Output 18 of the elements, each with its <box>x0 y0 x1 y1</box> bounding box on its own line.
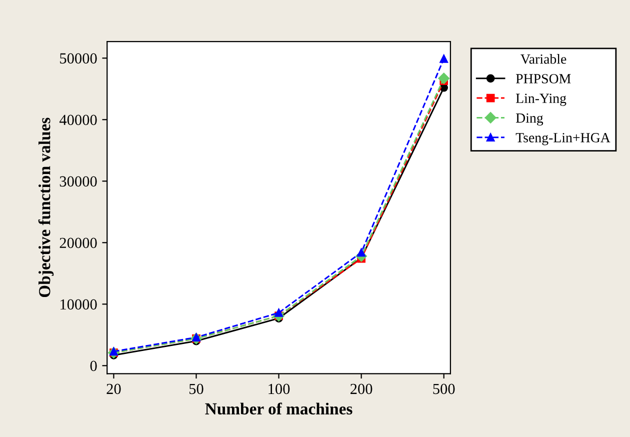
x-tick-label: 500 <box>433 384 455 394</box>
y-tick-label: 0 <box>90 360 97 372</box>
legend-label: Lin-Ying <box>516 94 566 106</box>
y-tick-label: 50000 <box>60 53 97 64</box>
y-axis-title: Objective function values <box>38 118 54 298</box>
legend-label: Ding <box>516 113 544 126</box>
y-tick-label: 40000 <box>59 114 97 126</box>
x-tick-label: 100 <box>268 384 290 394</box>
x-axis-title: Number of machines <box>205 402 352 415</box>
legend-title: Variable <box>520 54 566 64</box>
y-tick-label: 10000 <box>60 299 97 310</box>
y-tick-label: 30000 <box>60 176 97 187</box>
x-tick-label: 200 <box>350 384 372 394</box>
x-tick-label: 50 <box>189 384 204 394</box>
x-tick-label: 20 <box>106 384 121 394</box>
legend-label: Tseng-Lin+HGA <box>516 133 610 146</box>
y-tick-label: 20000 <box>60 238 97 248</box>
legend-label: PHPSOM <box>516 74 571 84</box>
